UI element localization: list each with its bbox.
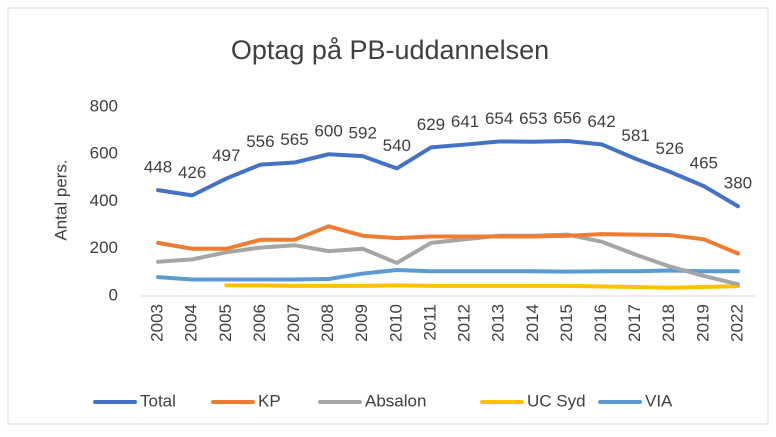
- x-tick-label: 2012: [455, 304, 474, 342]
- data-label: 497: [212, 146, 240, 165]
- legend-label: KP: [258, 391, 281, 410]
- y-tick-label: 600: [90, 144, 118, 163]
- series-line: [156, 268, 740, 282]
- y-tick-label: 200: [90, 238, 118, 257]
- x-tick-label: 2014: [523, 304, 542, 342]
- data-label: 526: [656, 139, 684, 158]
- x-tick-label: 2017: [625, 304, 644, 342]
- x-tick-label: 2008: [318, 304, 337, 342]
- data-label: 581: [621, 126, 649, 145]
- x-tick-label: 2011: [420, 304, 439, 341]
- x-tick-label: 2022: [727, 304, 746, 342]
- y-tick-label: 400: [90, 191, 118, 210]
- series-line: [156, 232, 740, 287]
- data-label: 600: [314, 122, 342, 141]
- legend-label: Absalon: [365, 391, 426, 410]
- data-label: 656: [553, 109, 581, 128]
- legend-label: Total: [140, 391, 176, 410]
- x-tick-label: 2016: [591, 304, 610, 342]
- data-label: 592: [349, 124, 377, 143]
- x-tick-label: 2018: [659, 304, 678, 342]
- data-label: 565: [280, 130, 308, 149]
- legend-label: VIA: [645, 391, 673, 410]
- x-tick-label: 2015: [557, 304, 576, 342]
- data-label: 426: [178, 163, 206, 182]
- y-tick-label: 0: [109, 285, 118, 304]
- x-tick-label: 2006: [250, 304, 269, 342]
- data-label: 540: [383, 136, 411, 155]
- data-label: 629: [417, 115, 445, 134]
- y-axis-label: Antal pers.: [51, 159, 70, 240]
- x-tick-label: 2010: [386, 304, 405, 342]
- x-tick-label: 2005: [216, 304, 235, 342]
- series-line: [156, 224, 740, 256]
- data-label: 641: [451, 112, 479, 131]
- legend-label: UC Syd: [527, 391, 586, 410]
- data-label: 556: [246, 132, 274, 151]
- x-tick-label: 2013: [489, 304, 508, 342]
- series-line: [156, 139, 740, 209]
- chart-title: Optag på PB-uddannelsen: [231, 35, 549, 65]
- series-line: [224, 283, 740, 290]
- x-tick-label: 2004: [182, 304, 201, 342]
- data-label: 642: [587, 112, 615, 131]
- data-label: 380: [724, 174, 752, 193]
- y-tick-label: 800: [90, 96, 118, 115]
- data-label: 448: [144, 158, 172, 177]
- x-tick-label: 2003: [148, 304, 167, 342]
- x-tick-label: 2009: [352, 304, 371, 342]
- data-label: 465: [690, 154, 718, 173]
- chart-border: [7, 7, 769, 425]
- x-tick-label: 2019: [693, 304, 712, 342]
- data-label: 654: [485, 109, 513, 128]
- x-tick-label: 2007: [284, 304, 303, 342]
- data-label: 653: [519, 109, 547, 128]
